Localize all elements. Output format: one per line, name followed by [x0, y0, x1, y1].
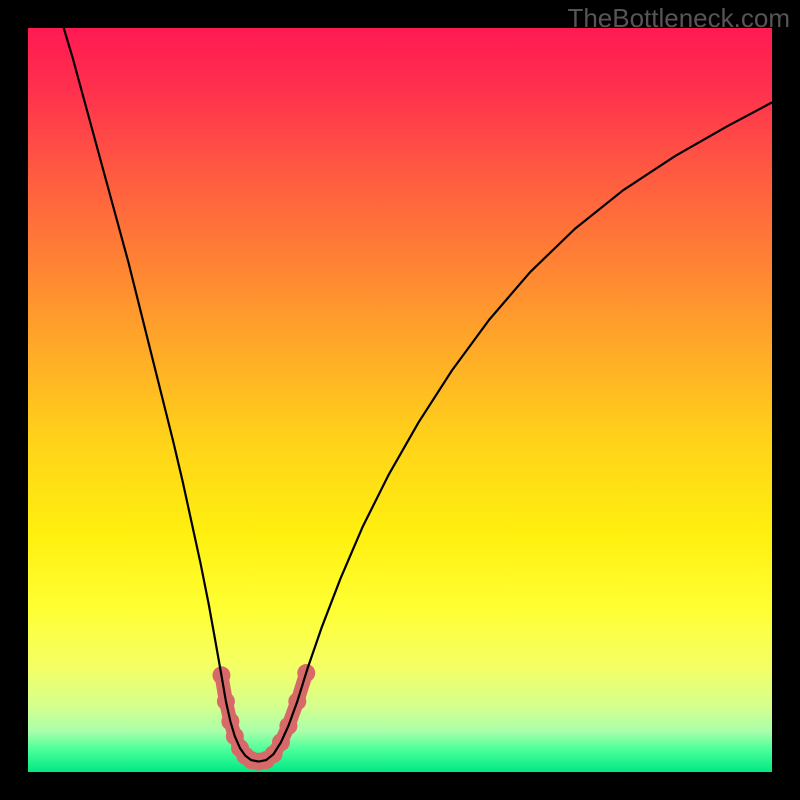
plot-area	[28, 28, 772, 772]
curve-layer	[28, 28, 772, 772]
chart-canvas: TheBottleneck.com	[0, 0, 800, 800]
bottleneck-curve	[64, 28, 772, 762]
watermark-text: TheBottleneck.com	[567, 3, 790, 34]
